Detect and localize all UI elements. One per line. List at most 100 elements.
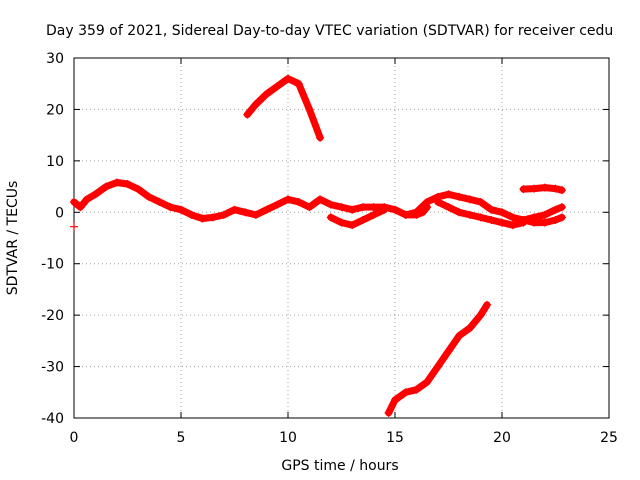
data-point <box>418 208 427 217</box>
data-point <box>251 100 260 109</box>
series-band <box>327 206 388 229</box>
data-point <box>70 198 78 206</box>
data-point <box>358 203 367 212</box>
series-plateau <box>519 183 566 195</box>
data-point <box>305 105 314 114</box>
data-point <box>326 200 335 209</box>
data-point <box>465 195 474 204</box>
data-point <box>444 347 453 356</box>
y-tick-label: -10 <box>41 257 64 273</box>
data-point <box>476 311 485 320</box>
data-point <box>273 200 282 209</box>
y-tick-label: 30 <box>46 51 64 67</box>
series-lower-rise <box>384 300 492 417</box>
data-point <box>391 205 399 214</box>
data-point <box>243 110 252 119</box>
data-point <box>76 203 85 212</box>
data-point <box>262 90 271 98</box>
data-point <box>219 210 228 219</box>
data-point <box>551 216 560 224</box>
data-point <box>144 192 153 201</box>
data-point <box>294 79 303 88</box>
data-point <box>455 208 464 217</box>
series-lower-branch <box>326 205 389 230</box>
data-point <box>305 203 314 212</box>
data-point <box>433 362 442 371</box>
chart-title: Day 359 of 2021, Sidereal Day-to-day VTE… <box>46 23 613 39</box>
data-point <box>294 198 303 206</box>
x-tick-label: 15 <box>386 430 404 446</box>
data-point <box>230 205 239 214</box>
data-point <box>273 82 282 91</box>
data-point <box>348 205 357 214</box>
data-point <box>251 210 260 219</box>
data-point <box>358 216 367 224</box>
data-point <box>401 388 410 397</box>
data-point <box>70 222 78 231</box>
series-dip-branch <box>401 203 432 219</box>
y-axis-label: SDTVAR / TECUs <box>5 181 21 296</box>
data-point <box>557 203 566 212</box>
data-point <box>241 208 250 217</box>
data-point <box>337 218 346 227</box>
data-point <box>380 205 389 214</box>
data-point <box>487 216 496 224</box>
data-point <box>508 213 517 222</box>
data-point <box>423 378 432 386</box>
data-point <box>476 213 485 222</box>
data-point <box>423 203 432 212</box>
data-point <box>337 203 346 212</box>
data-point <box>540 183 549 192</box>
series-band <box>402 203 431 219</box>
y-tick-label: -30 <box>41 360 64 376</box>
data-point <box>187 210 196 219</box>
data-series <box>70 74 566 417</box>
data-point <box>316 133 325 142</box>
x-tick-label: 10 <box>279 430 297 446</box>
data-point <box>262 205 271 214</box>
data-point <box>498 208 506 217</box>
data-point <box>384 408 393 417</box>
data-point <box>487 205 496 214</box>
series-band <box>70 179 566 227</box>
data-point <box>123 180 132 188</box>
y-tick-label: 10 <box>46 154 64 170</box>
x-tick-label: 20 <box>493 430 511 446</box>
data-point <box>134 185 143 194</box>
data-point <box>465 210 474 219</box>
axis-ticks: 0 5 10 15 20 25 -40 -30 -20 -10 0 10 20 30 <box>41 51 618 446</box>
data-point <box>166 203 175 212</box>
data-point <box>483 300 492 309</box>
y-tick-label: 0 <box>55 205 64 221</box>
data-point <box>284 74 292 83</box>
data-point <box>508 221 517 230</box>
data-point <box>519 216 528 224</box>
data-point <box>551 205 560 214</box>
x-tick-label: 5 <box>177 430 186 446</box>
data-point <box>316 195 325 204</box>
data-point <box>412 385 421 394</box>
data-point <box>102 182 111 191</box>
data-point <box>155 198 164 206</box>
data-point <box>498 218 506 227</box>
data-point <box>455 192 464 201</box>
data-point <box>391 396 399 404</box>
data-point <box>369 203 378 212</box>
series-outlier <box>70 222 78 231</box>
series-band <box>243 75 324 142</box>
data-point <box>540 218 549 227</box>
data-point <box>82 195 91 204</box>
series-late-rise <box>519 203 566 224</box>
y-tick-label: -40 <box>41 411 64 427</box>
data-point <box>112 178 121 187</box>
data-point <box>530 213 539 222</box>
data-point <box>476 198 485 206</box>
x-tick-label: 0 <box>70 430 79 446</box>
data-point <box>369 210 378 219</box>
data-point <box>444 203 453 212</box>
data-point <box>401 210 410 219</box>
plot-frame <box>73 57 610 419</box>
grid-lines <box>74 58 609 418</box>
series-upper-arc <box>243 74 325 142</box>
